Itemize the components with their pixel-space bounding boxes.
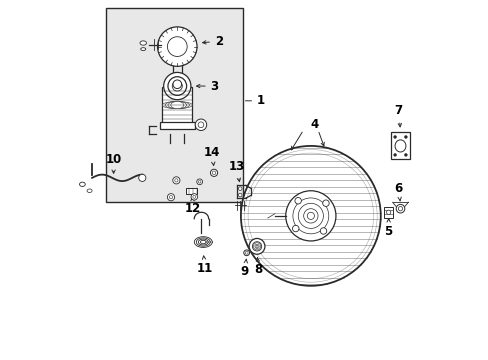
Circle shape (210, 169, 217, 176)
Circle shape (393, 153, 396, 156)
Circle shape (195, 119, 206, 131)
Ellipse shape (170, 102, 183, 109)
Circle shape (198, 180, 201, 183)
Text: 5: 5 (384, 219, 392, 238)
Text: 13: 13 (228, 160, 244, 181)
Ellipse shape (162, 102, 192, 109)
Bar (390, 132, 409, 159)
Circle shape (285, 191, 335, 241)
Circle shape (196, 179, 202, 185)
Circle shape (244, 251, 247, 254)
Text: 9: 9 (240, 259, 248, 278)
Circle shape (395, 204, 404, 213)
Ellipse shape (165, 102, 189, 109)
Circle shape (169, 195, 172, 199)
Bar (384, 207, 392, 218)
Bar (162, 87, 192, 123)
Circle shape (168, 77, 186, 95)
Bar (106, 8, 242, 202)
Text: 8: 8 (254, 257, 263, 276)
Text: 12: 12 (184, 197, 200, 215)
Circle shape (238, 193, 242, 197)
Circle shape (292, 225, 298, 232)
Circle shape (252, 242, 261, 251)
Circle shape (393, 135, 396, 138)
Bar (185, 188, 196, 194)
Text: 14: 14 (203, 145, 220, 165)
Circle shape (404, 153, 407, 156)
Text: 7: 7 (394, 104, 402, 127)
Circle shape (198, 122, 203, 128)
Ellipse shape (87, 189, 92, 193)
Circle shape (172, 81, 182, 91)
Text: 6: 6 (394, 183, 402, 201)
Circle shape (292, 198, 328, 234)
Text: 4: 4 (310, 118, 318, 131)
Circle shape (386, 210, 390, 215)
Bar (160, 122, 194, 130)
Circle shape (173, 80, 181, 89)
Circle shape (172, 177, 180, 184)
Ellipse shape (394, 140, 405, 152)
Circle shape (167, 37, 187, 57)
Circle shape (306, 212, 314, 220)
Text: 11: 11 (197, 256, 213, 275)
Circle shape (320, 228, 326, 234)
Text: 1: 1 (245, 94, 264, 107)
Circle shape (322, 200, 328, 206)
Ellipse shape (141, 48, 145, 50)
Circle shape (398, 207, 402, 211)
Circle shape (174, 179, 178, 182)
Text: 10: 10 (105, 153, 122, 173)
Circle shape (139, 174, 145, 181)
Text: 2: 2 (202, 35, 223, 48)
Circle shape (241, 146, 380, 286)
Circle shape (212, 171, 215, 175)
Circle shape (298, 203, 323, 228)
Circle shape (167, 194, 174, 201)
Circle shape (163, 72, 190, 100)
Ellipse shape (80, 182, 85, 186)
Ellipse shape (140, 41, 146, 45)
Circle shape (238, 187, 242, 190)
Ellipse shape (168, 102, 186, 109)
Circle shape (249, 238, 264, 254)
Circle shape (404, 135, 407, 138)
Circle shape (294, 198, 301, 204)
Circle shape (303, 209, 317, 223)
Text: 3: 3 (196, 80, 218, 93)
Circle shape (244, 250, 249, 256)
Circle shape (191, 194, 197, 200)
Circle shape (157, 27, 197, 66)
Circle shape (192, 195, 195, 198)
